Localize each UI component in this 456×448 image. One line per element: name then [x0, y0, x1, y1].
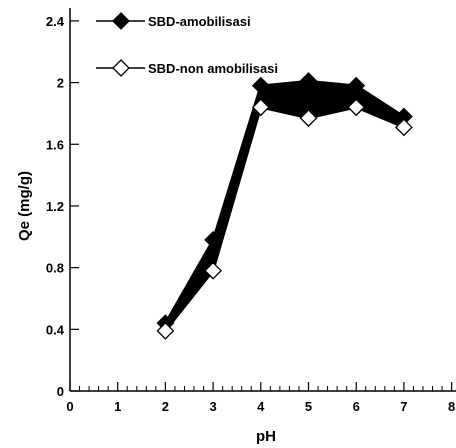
- x-tick-label: 7: [400, 399, 407, 414]
- ticks: 0 1 2 3 4 5 6 7 8 0 0.4 0.8 1.2 1.6 2 2.4: [46, 14, 455, 414]
- series-line: [164, 106, 405, 332]
- open-diamond-marker: [156, 321, 175, 340]
- x-tick-label: 3: [209, 399, 216, 414]
- x-tick-label: 8: [448, 399, 455, 414]
- y-tick-label: 2: [57, 76, 64, 91]
- open-diamond-marker: [347, 98, 366, 117]
- series-band-fill: [164, 79, 406, 333]
- x-tick-label: 1: [114, 399, 121, 414]
- y-tick-label: 0: [57, 384, 64, 399]
- open-diamond-marker: [299, 109, 318, 127]
- filled-diamond-marker: [204, 230, 223, 249]
- axes: [69, 8, 456, 392]
- band-area: [164, 79, 406, 333]
- x-tick-label: 2: [162, 399, 169, 414]
- open-diamond-marker: [394, 118, 413, 137]
- legend-marker: [112, 59, 130, 77]
- filled-diamond-marker: [299, 72, 318, 90]
- x-tick-label: 6: [353, 399, 360, 414]
- x-tick-label: 4: [257, 399, 265, 414]
- legend-marker: [112, 12, 130, 30]
- x-tick-label: 0: [66, 399, 73, 414]
- y-axis-title: Qe (mg/g): [16, 171, 33, 241]
- y-tick-label: 2.4: [46, 14, 65, 29]
- open-diamond-marker: [204, 261, 223, 280]
- x-axis-title: pH: [256, 428, 276, 445]
- filled-diamond-marker: [347, 76, 366, 95]
- x-tick-label: 5: [305, 399, 312, 414]
- series-line: [164, 80, 405, 324]
- y-tick-label: 1.2: [46, 199, 64, 214]
- y-tick-label: 0.8: [46, 261, 64, 276]
- open-diamond-marker: [251, 98, 270, 117]
- filled-diamond-marker: [251, 76, 270, 95]
- legend-label: SBD-non amobilisasi: [148, 61, 278, 76]
- legend: SBD-amobilisasi SBD-non amobilisasi: [96, 12, 278, 77]
- legend-label: SBD-amobilisasi: [148, 14, 251, 29]
- y-tick-label: 1.6: [46, 137, 64, 152]
- y-tick-label: 0.4: [46, 322, 65, 337]
- series: [156, 72, 413, 340]
